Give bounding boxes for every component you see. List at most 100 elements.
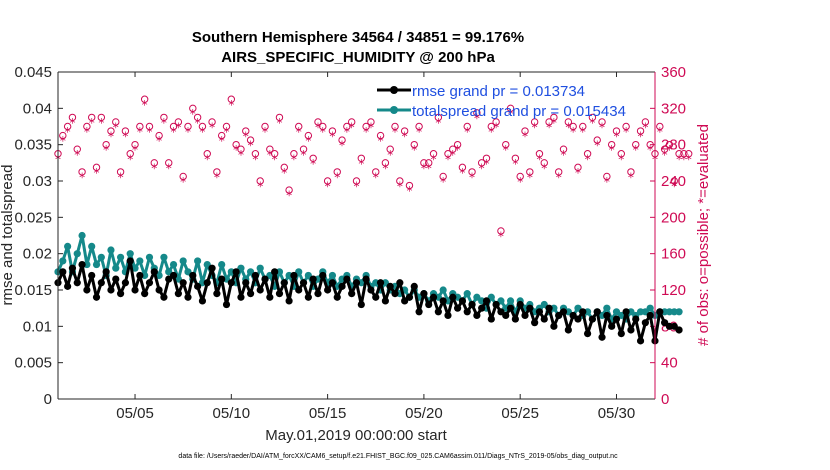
rmse-point	[102, 268, 110, 276]
obs-possible-point	[463, 122, 471, 131]
obs-evaluated-point: *	[455, 143, 461, 157]
totalspread-point	[145, 253, 154, 261]
rmse-point	[78, 260, 86, 269]
obs-evaluated-point: *	[431, 152, 437, 166]
obs-evaluated-point: *	[469, 170, 475, 184]
obs-possible-point	[88, 113, 96, 122]
obs-evaluated-point: *	[84, 125, 90, 139]
obs-possible-point	[121, 127, 130, 135]
obs-evaluated-point: *	[561, 148, 567, 162]
obs-evaluated-point: *	[228, 98, 234, 112]
obs-possible-point	[632, 140, 640, 149]
obs-evaluated-point: *	[397, 180, 403, 194]
totalspread-point	[328, 271, 337, 280]
rmse-point	[545, 304, 553, 312]
obs-evaluated-point: *	[142, 98, 148, 112]
rmse-point	[675, 326, 683, 334]
totalspread-point	[646, 304, 654, 312]
rmse-point	[367, 286, 375, 294]
obs-evaluated-point: *	[368, 121, 374, 135]
obs-possible-point	[675, 150, 683, 158]
rmse-point	[83, 286, 91, 294]
obs-possible-point	[131, 140, 139, 149]
obs-evaluated-point: *	[488, 125, 494, 139]
totalspread-point	[506, 297, 515, 305]
rmse-point	[184, 293, 192, 301]
obs-evaluated-point: *	[599, 121, 605, 135]
totalspread-point	[194, 257, 202, 265]
obs-evaluated-point: *	[122, 130, 128, 144]
right-tick-label: 360	[661, 64, 686, 81]
rmse-point	[203, 279, 211, 287]
totalspread-point	[107, 246, 115, 254]
obs-evaluated-point: *	[681, 152, 687, 166]
obs-possible-point	[59, 131, 67, 140]
rmse-point	[266, 293, 274, 301]
obs-possible-point	[227, 95, 236, 103]
rmse-point	[603, 311, 611, 320]
rmse-point	[357, 300, 365, 309]
rmse-point	[314, 290, 322, 298]
rmse-point	[458, 297, 467, 305]
right-tick-label: 160	[661, 246, 686, 263]
left-tick-label: 0.04	[23, 100, 52, 117]
right-tick-label: 40	[661, 355, 678, 372]
obs-evaluated-point: *	[252, 152, 258, 166]
rmse-point	[531, 319, 539, 327]
obs-possible-point	[295, 122, 303, 131]
obs-evaluated-point: *	[224, 125, 230, 139]
rmse-point	[169, 271, 178, 280]
rmse-point	[608, 322, 616, 330]
rmse-point	[463, 308, 471, 316]
obs-evaluated-point: *	[565, 121, 571, 135]
obs-possible-point	[256, 177, 264, 185]
obs-possible-point	[391, 122, 399, 131]
obs-possible-point	[579, 122, 587, 131]
rmse-point	[434, 308, 442, 316]
left-axis-ticks: 0 0.005 0.01 0.015 0.02 0.025 0.03 0.035 0.04 0.0…	[14, 64, 63, 408]
obs-evaluated-point: *	[421, 161, 427, 175]
obs-possible-point	[622, 122, 630, 131]
totalspread-point	[179, 257, 187, 265]
rmse-point	[617, 330, 625, 338]
obs-possible-point	[251, 150, 260, 158]
obs-evaluated-point: *	[349, 121, 355, 135]
obs-evaluated-point: *	[479, 161, 485, 175]
left-tick-label: 0.02	[23, 246, 52, 263]
obs-evaluated-point: *	[671, 180, 677, 194]
obs-possible-point	[473, 109, 481, 117]
rmse-point	[473, 311, 481, 320]
obs-possible-point	[367, 118, 375, 126]
totalspread-point	[439, 286, 447, 294]
obs-possible-point	[425, 159, 433, 167]
rmse-point	[309, 275, 317, 283]
obs-evaluated-point: *	[190, 107, 196, 121]
obs-possible-point	[68, 113, 77, 122]
rmse-point	[116, 290, 125, 298]
obs-possible-point	[357, 154, 366, 162]
obs-possible-point	[347, 118, 356, 126]
obs-possible-point	[319, 122, 327, 131]
rmse-point	[97, 279, 105, 287]
x-axis-ticks: 05/05 05/10 05/15 05/20 05/25 05/30	[116, 72, 635, 422]
obs-evaluated-point: *	[594, 139, 600, 153]
obs-evaluated-point: *	[204, 152, 210, 166]
obs-possible-point	[343, 122, 351, 131]
x-tick-label: 05/30	[598, 405, 636, 422]
obs-evaluated-point: *	[536, 152, 542, 166]
totalspread-point	[73, 250, 81, 258]
rmse-point	[213, 290, 221, 298]
right-tick-label: 200	[661, 209, 686, 226]
obs-evaluated-point: *	[387, 148, 393, 162]
legend-rmse-marker	[390, 86, 398, 94]
totalspread-point	[160, 253, 168, 261]
totalspread-point	[92, 260, 101, 269]
rmse-point	[482, 297, 491, 305]
right-tick-label: 240	[661, 173, 686, 190]
obs-evaluated-point: *	[358, 157, 364, 171]
obs-possible-point	[685, 150, 693, 158]
rmse-point	[304, 293, 312, 301]
obs-possible-point	[574, 163, 582, 172]
obs-possible-point	[521, 127, 529, 135]
